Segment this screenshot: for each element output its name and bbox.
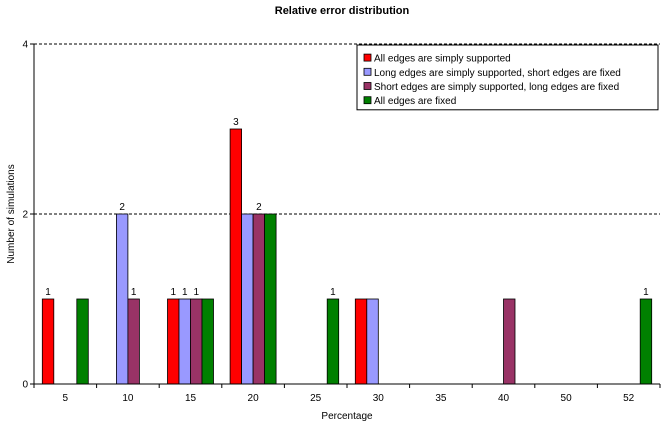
y-axis-title: Number of simulations [6, 164, 17, 263]
data-label: 1 [330, 287, 336, 298]
x-tick-label: 40 [498, 393, 510, 404]
bar [190, 298, 203, 385]
bar [252, 213, 266, 385]
y-tick-label: 2 [22, 210, 28, 221]
bar [116, 213, 129, 385]
y-tick-label: 0 [22, 380, 28, 391]
legend-swatch [363, 53, 372, 62]
data-label: 1 [131, 287, 137, 298]
bar [264, 213, 277, 385]
x-tick-label: 52 [623, 393, 635, 404]
x-tick-label: 25 [310, 393, 322, 404]
legend-box [356, 44, 659, 111]
x-tick-label: 50 [561, 393, 573, 404]
bar [201, 298, 214, 385]
y-tick-label: 4 [22, 40, 28, 51]
bar [354, 298, 368, 385]
bar [241, 213, 254, 385]
x-axis-title: Percentage [321, 411, 373, 422]
x-tick-label: 35 [435, 393, 447, 404]
legend-label: All edges are fixed [374, 96, 456, 107]
legend-label: Short edges are simply supported, long e… [374, 82, 619, 93]
bar [639, 298, 653, 385]
bar [178, 298, 191, 385]
legend-label: Long edges are simply supported, short e… [374, 68, 621, 79]
data-label: 3 [233, 117, 239, 128]
legend-label: All edges are simply supported [374, 54, 511, 65]
legend-swatch [363, 67, 372, 76]
data-label: 2 [119, 202, 125, 213]
bar [41, 298, 55, 385]
x-tick-label: 5 [63, 393, 69, 404]
bar [127, 298, 140, 385]
bar [503, 298, 516, 385]
x-tick-label: 10 [122, 393, 134, 404]
data-label: 1 [193, 287, 199, 298]
x-tick-label: 15 [185, 393, 197, 404]
data-label: 2 [256, 202, 262, 213]
bar [229, 128, 243, 385]
legend-swatch [363, 96, 372, 105]
axes: 0 2 4 5 10 15 20 25 30 35 40 50 52 [22, 40, 661, 404]
chart-title: Relative error distribution [275, 5, 410, 17]
data-label: 1 [643, 287, 649, 298]
data-label: 1 [170, 287, 176, 298]
data-label: 1 [45, 287, 51, 298]
x-tick-label: 20 [248, 393, 260, 404]
data-label: 1 [182, 287, 188, 298]
bar [76, 298, 89, 385]
gridlines [34, 43, 660, 215]
bar [366, 298, 379, 385]
bars [41, 128, 653, 385]
bar [167, 298, 180, 385]
legend: All edges are simply supported Long edges… [356, 44, 659, 111]
bar [326, 298, 340, 385]
legend-swatch [363, 82, 372, 90]
x-tick-label: 30 [373, 393, 385, 404]
